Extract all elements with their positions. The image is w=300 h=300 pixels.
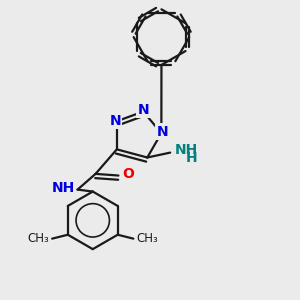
Text: NH: NH <box>52 181 75 195</box>
Text: O: O <box>122 167 134 181</box>
Text: H: H <box>186 152 197 166</box>
Text: NH: NH <box>175 143 198 157</box>
Text: CH₃: CH₃ <box>137 232 158 245</box>
Text: CH₃: CH₃ <box>27 232 49 245</box>
Text: N: N <box>137 103 149 117</box>
Text: N: N <box>157 124 168 139</box>
Text: N: N <box>110 114 121 128</box>
